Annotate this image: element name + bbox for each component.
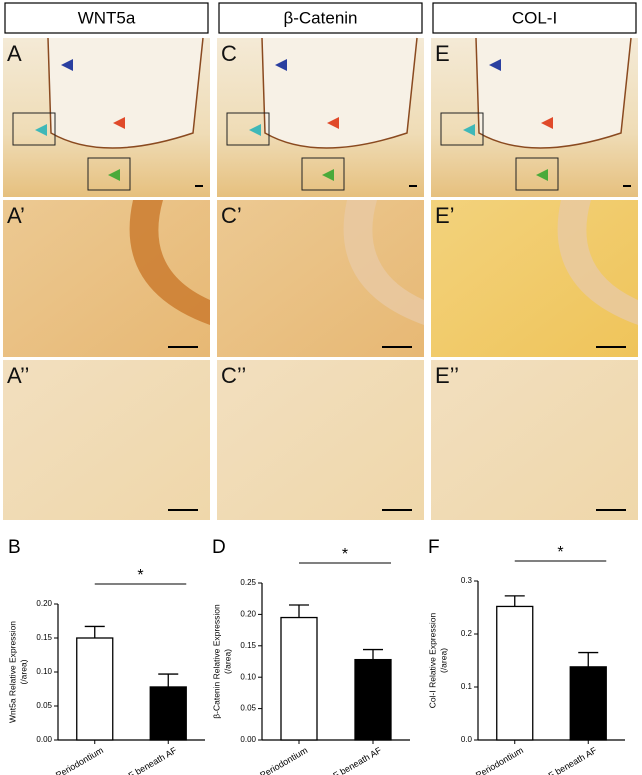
- panel-label: A: [7, 41, 22, 66]
- significance-mark: *: [137, 567, 143, 584]
- tissue-band: [557, 200, 638, 325]
- arrowhead: [541, 117, 553, 129]
- bar: [76, 637, 114, 741]
- arrowhead: [113, 117, 125, 129]
- arrowhead: [536, 169, 548, 181]
- y-tick-label: 0.1: [461, 682, 473, 691]
- bar: [354, 658, 392, 741]
- y-tick-label: 0.20: [36, 599, 52, 608]
- y-tick-label: 0.00: [36, 735, 52, 744]
- header-box: [218, 2, 423, 34]
- arrowhead: [322, 169, 334, 181]
- panel-label: C: [221, 41, 237, 66]
- y-tick-label: 0.2: [461, 629, 473, 638]
- panel-label: E’: [435, 203, 455, 228]
- y-tick-label: 0.00: [240, 735, 256, 744]
- inset-box: [301, 157, 345, 191]
- x-tick-label: DF beneath AF: [541, 745, 599, 775]
- inset-box: [12, 112, 56, 146]
- y-tick-label: 0.15: [36, 633, 52, 642]
- x-tick-label: DF beneath AF: [121, 745, 179, 775]
- y-axis-label: (/area): [18, 659, 28, 684]
- panel-label: C’’: [221, 363, 246, 388]
- y-tick-label: 0.20: [240, 610, 256, 619]
- header-box: [432, 2, 637, 34]
- x-tick-label: DF beneath AF: [326, 745, 384, 775]
- micrograph: [217, 360, 424, 520]
- y-tick-label: 0.10: [240, 672, 256, 681]
- y-axis-label: β-Catenin Relative Expression: [211, 604, 221, 719]
- panel-letter: D: [212, 537, 226, 558]
- panel-letter: B: [8, 537, 21, 558]
- x-tick-label: Dev. Periodontium: [241, 745, 310, 775]
- bar: [569, 666, 607, 741]
- inset-box: [515, 157, 559, 191]
- arrowhead: [35, 124, 47, 136]
- micrograph: [3, 200, 210, 357]
- column-header: COL-I: [512, 8, 557, 27]
- header-box: [4, 2, 209, 34]
- y-tick-label: 0.15: [240, 641, 256, 650]
- y-axis-label: Wnt5a Relative Expression: [7, 621, 17, 723]
- tissue-band: [129, 200, 210, 325]
- y-axis-label: Col-I Relative Expression: [427, 613, 437, 709]
- arrowhead: [108, 169, 120, 181]
- arrowhead: [275, 59, 287, 71]
- arrowhead: [463, 124, 475, 136]
- panel-label: A’: [7, 203, 25, 228]
- bar: [149, 686, 187, 741]
- tooth-outline: [475, 37, 632, 149]
- y-tick-label: 0.10: [36, 667, 52, 676]
- inset-box: [226, 112, 270, 146]
- y-axis-label: (/area): [438, 648, 448, 673]
- x-tick-label: Dev. Periodontium: [456, 745, 525, 775]
- tooth-outline: [47, 37, 204, 149]
- inset-box: [87, 157, 131, 191]
- x-tick-label: Dev. Periodontium: [36, 745, 105, 775]
- micrograph: [431, 360, 638, 520]
- micrograph: [431, 200, 638, 357]
- bar: [280, 616, 318, 741]
- panel-label: A’’: [7, 363, 29, 388]
- arrowhead: [489, 59, 501, 71]
- tooth-outline: [261, 37, 418, 149]
- y-tick-label: 0.3: [461, 576, 473, 585]
- micrograph: [3, 360, 210, 520]
- panel-letter: F: [428, 537, 440, 558]
- y-tick-label: 0.05: [36, 701, 52, 710]
- bar: [496, 605, 534, 741]
- column-header: WNT5a: [78, 8, 136, 27]
- y-tick-label: 0.25: [240, 578, 256, 587]
- micrograph: [217, 200, 424, 357]
- column-header: β-Catenin: [283, 8, 357, 27]
- y-tick-label: 0.05: [240, 704, 256, 713]
- panel-label: E’’: [435, 363, 459, 388]
- y-tick-label: 0.0: [461, 735, 473, 744]
- arrowhead: [61, 59, 73, 71]
- panel-label: E: [435, 41, 450, 66]
- significance-mark: *: [342, 546, 348, 563]
- tissue-band: [343, 200, 424, 325]
- arrowhead: [249, 124, 261, 136]
- arrowhead: [327, 117, 339, 129]
- panel-label: C’: [221, 203, 242, 228]
- y-axis-label: (/area): [222, 649, 232, 674]
- inset-box: [440, 112, 484, 146]
- significance-mark: *: [557, 544, 563, 561]
